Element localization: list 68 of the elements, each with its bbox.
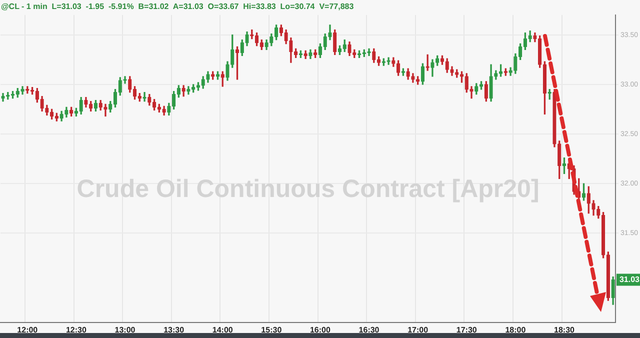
candlestick (533, 32, 537, 42)
x-tick-label: 14:00 (212, 325, 234, 334)
candlestick (392, 57, 396, 67)
x-tick-label: 18:00 (505, 325, 526, 334)
candlestick (489, 64, 493, 102)
candlestick (230, 34, 234, 68)
candlestick (470, 86, 474, 99)
candlestick (484, 81, 488, 102)
candlestick (406, 68, 410, 80)
candlestick (611, 276, 615, 305)
candlestick (401, 68, 406, 76)
x-tick-label: 17:30 (456, 325, 478, 334)
candlestick (552, 89, 556, 148)
candlestick (494, 70, 498, 80)
candlestick (60, 110, 64, 122)
candlestick (498, 64, 503, 77)
candlestick (460, 71, 464, 83)
candlestick (582, 183, 586, 201)
x-tick-label: 13:00 (114, 325, 136, 334)
candlestick (104, 104, 108, 116)
annotation: 31.03 (619, 274, 640, 284)
x-tick-label: 13:30 (164, 325, 185, 334)
candlestick (274, 24, 278, 40)
candlestick (411, 73, 415, 83)
candlestick (328, 24, 332, 40)
x-tick-label: 17:00 (408, 325, 429, 334)
candlestick (508, 67, 512, 76)
candlestick (333, 30, 337, 55)
candlestick (142, 92, 146, 102)
candlestick (84, 96, 88, 108)
candlestick (206, 71, 210, 83)
candlestick (245, 32, 249, 46)
candlestick (182, 85, 186, 97)
candlestick (220, 71, 224, 87)
candlestick (64, 106, 68, 118)
candlestick (504, 68, 508, 76)
candlestick (123, 76, 127, 84)
x-tick-label: 12:00 (17, 325, 38, 334)
x-tick-label: 16:30 (358, 325, 380, 334)
candlestick (211, 71, 215, 80)
candlestick (386, 57, 390, 65)
candlestick (430, 59, 434, 77)
candlestick (308, 49, 312, 59)
candlestick (216, 71, 220, 80)
x-tick-label: 18:30 (554, 325, 576, 334)
candlestick (416, 76, 420, 85)
x-tick-label: 12:30 (66, 325, 87, 334)
candlestick (186, 86, 190, 95)
candlestick (20, 86, 24, 95)
candlestick (226, 61, 230, 81)
candlestick (464, 73, 468, 93)
candlestick (601, 212, 606, 258)
candlestick (367, 48, 371, 56)
x-tick-label: 15:30 (261, 325, 282, 334)
candlestick (450, 66, 454, 76)
x-tick-label: 16:00 (310, 325, 331, 334)
candlestick (538, 35, 542, 68)
candlestick (40, 96, 44, 112)
candlestick (348, 41, 352, 56)
candlestick (426, 54, 430, 71)
chart-title: @CL - 1 min L=31.03 -1.95 -5.91% B=31.02 A=31.03 O=33.67 Hi=33.83 Lo=30.74 V=77,883 (1, 2, 354, 11)
candlestick (558, 140, 562, 179)
candlestick (1, 93, 5, 102)
candlestick (606, 252, 610, 301)
candlestick (455, 69, 459, 78)
candlestick (264, 39, 268, 50)
candlestick (396, 60, 400, 76)
candlestick (420, 63, 425, 85)
